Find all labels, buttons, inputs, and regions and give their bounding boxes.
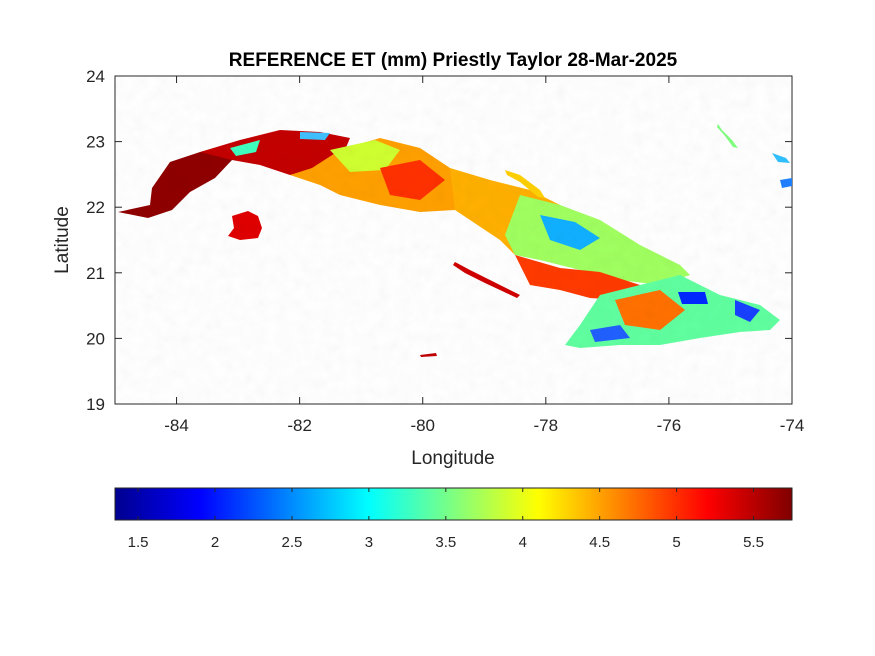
colorbar-tick-label: 5.5: [743, 534, 764, 551]
colorbar-tick-label: 4.5: [589, 534, 610, 551]
x-tick-label: -82: [287, 416, 312, 435]
colorbar-tick-label: 2.5: [282, 534, 303, 551]
colorbar-tick-label: 1.5: [128, 534, 149, 551]
y-tick-label: 20: [86, 329, 105, 348]
x-axis-label: Longitude: [411, 448, 494, 469]
x-tick-label: -78: [534, 416, 559, 435]
colorbar-tick-label: 2: [211, 534, 219, 551]
y-tick-label: 24: [86, 67, 105, 86]
x-tick-label: -74: [780, 416, 805, 435]
colorbar-tick-label: 3.5: [435, 534, 456, 551]
colorbar-tick-label: 3: [365, 534, 373, 551]
x-axis: -84 -82 -80 -78 -76 -74: [164, 76, 804, 435]
texture-overlay: [115, 76, 792, 404]
y-tick-label: 22: [86, 198, 105, 217]
x-tick-label: -76: [657, 416, 682, 435]
y-axis-label: Latitude: [52, 206, 73, 274]
y-tick-label: 23: [86, 133, 105, 152]
colorbar-ticks: 1.5 2 2.5 3 3.5 4 4.5 5 5.5: [128, 488, 764, 551]
x-tick-label: -80: [410, 416, 435, 435]
map-heat-layer: [115, 76, 792, 404]
y-tick-label: 21: [86, 264, 105, 283]
y-axis: 19 20 21 22 23 24: [86, 67, 792, 414]
chart-title: REFERENCE ET (mm) Priestly Taylor 28-Mar…: [229, 50, 678, 71]
colorbar-tick-label: 4: [519, 534, 527, 551]
colorbar-tick-label: 5: [672, 534, 680, 551]
y-tick-label: 19: [86, 395, 105, 414]
colorbar: [114, 487, 793, 521]
x-tick-label: -84: [164, 416, 189, 435]
